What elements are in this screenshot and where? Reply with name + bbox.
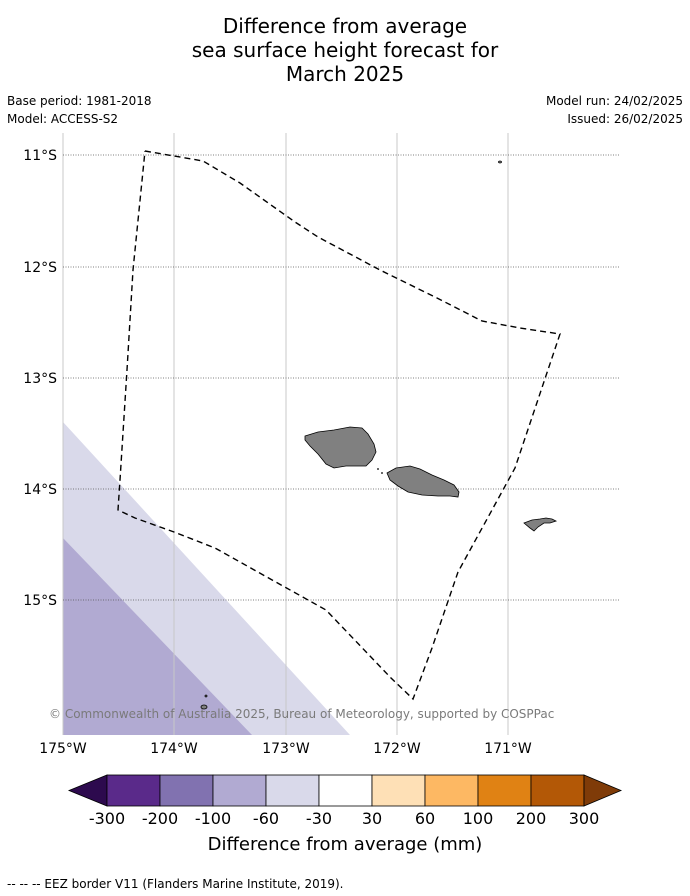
islet-apolima <box>377 468 379 470</box>
island-upolu <box>386 465 460 498</box>
colorbar-segment <box>424 774 479 807</box>
lat-tick-11s: 11°S <box>23 148 57 164</box>
colorbar-tick: -200 <box>142 809 178 828</box>
anomaly-field <box>63 422 350 735</box>
colorbar-segment <box>212 774 267 807</box>
island-tutuila <box>523 517 558 532</box>
colorbar-label: Difference from average (mm) <box>208 834 483 855</box>
lon-tick-172w: 172°W <box>373 741 421 757</box>
colorbar-tick: -30 <box>306 809 332 828</box>
anomaly-band-medium <box>63 538 252 735</box>
colorbar-tick: -60 <box>253 809 279 828</box>
colorbar-segment <box>265 774 320 807</box>
colorbar-tick: 300 <box>569 809 600 828</box>
colorbar-segment <box>530 774 585 807</box>
eez-border <box>117 150 561 701</box>
lat-tick-13s: 13°S <box>23 371 57 387</box>
colorbar-segment <box>318 774 373 807</box>
colorbar-tick: 100 <box>463 809 494 828</box>
title-line-2: sea surface height forecast for <box>191 38 499 62</box>
lon-tick-173w: 173°W <box>262 741 310 757</box>
lon-tick-175w: 175°W <box>39 741 87 757</box>
colorbar-segment <box>159 774 214 807</box>
gridlines <box>62 133 509 735</box>
map-title: Difference from average sea surface heig… <box>0 14 690 86</box>
model-run: Model run: 24/02/2025 <box>545 94 683 108</box>
islands <box>200 160 558 710</box>
colorbar <box>67 774 623 807</box>
colorbar-segment <box>371 774 426 807</box>
issued-date: Issued: 26/02/2025 <box>567 112 683 126</box>
parallels <box>63 154 620 601</box>
title-line-1: Difference from average <box>222 14 468 38</box>
lon-tick-174w: 174°W <box>150 741 198 757</box>
colorbar-segment <box>477 774 532 807</box>
colorbar-arrow-left <box>67 774 108 807</box>
model-name: Model: ACCESS-S2 <box>7 112 119 126</box>
colorbar-tick: -300 <box>89 809 125 828</box>
colorbar-arrow-right <box>583 774 623 807</box>
base-period: Base period: 1981-2018 <box>7 94 152 108</box>
lat-tick-14s: 14°S <box>23 482 57 498</box>
colorbar-segment <box>106 774 161 807</box>
lat-tick-15s: 15°S <box>23 593 57 609</box>
title-line-3: March 2025 <box>285 62 405 86</box>
lon-tick-171w: 171°W <box>484 741 532 757</box>
small-islets <box>377 468 383 474</box>
colorbar-tick: 30 <box>362 809 382 828</box>
lat-tick-12s: 12°S <box>23 260 57 276</box>
islet-manono <box>381 472 383 474</box>
colorbar-tick: 60 <box>415 809 435 828</box>
eez-footnote: -- -- -- EEZ border V11 (Flanders Marine… <box>7 877 344 891</box>
islet-southwest-small <box>204 694 208 698</box>
colorbar-tick: -100 <box>195 809 231 828</box>
islet-north <box>498 160 502 164</box>
islet-southwest <box>200 704 208 710</box>
colorbar-tick: 200 <box>516 809 547 828</box>
island-savaii <box>304 426 377 469</box>
copyright-notice: © Commonwealth of Australia 2025, Bureau… <box>49 707 554 721</box>
